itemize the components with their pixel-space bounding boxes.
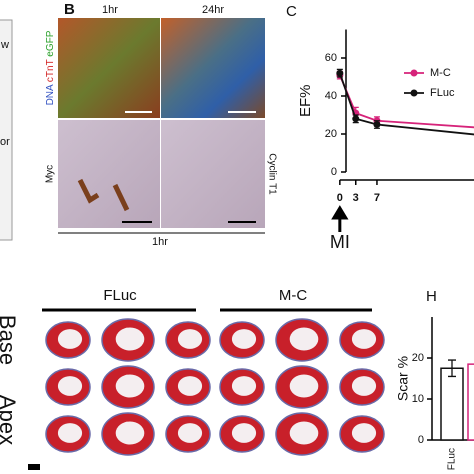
lumen [289, 421, 319, 445]
legend-label: FLuc [430, 87, 455, 99]
y-tick-label: 0 [418, 434, 424, 446]
series-line [338, 72, 474, 136]
x-tick-label: 3 [353, 192, 359, 204]
y-tick-label: 60 [325, 52, 337, 64]
x-tick-label: FLuc [447, 448, 458, 470]
stain-label: Myc [45, 165, 56, 183]
y-tick-label: 10 [412, 393, 424, 405]
stain-label: DNA cTnT eGFP [45, 30, 56, 105]
panel-label: H [426, 288, 437, 305]
lumen [115, 374, 145, 398]
x-tick-label: 7 [374, 192, 380, 204]
lumen [177, 329, 203, 349]
stain: DNA [45, 84, 56, 105]
caption: 1hr [152, 236, 168, 248]
lumen [57, 329, 83, 349]
group-label: M-C [279, 287, 307, 304]
bar [467, 363, 474, 441]
lumen [115, 421, 145, 445]
error-bar [448, 359, 456, 378]
arrow [331, 205, 349, 232]
lumen [57, 423, 83, 443]
y-tick-label: 20 [412, 352, 424, 364]
y-tick-label: 20 [325, 128, 337, 140]
panel-label: C [286, 3, 297, 20]
x-tick-label: 0 [337, 192, 343, 204]
stain-spot [77, 178, 130, 212]
lumen [231, 376, 257, 396]
micrograph [161, 120, 265, 228]
fragment: or [0, 136, 10, 148]
y-tick-label: 40 [325, 90, 337, 102]
lumen [57, 376, 83, 396]
lumen [177, 423, 203, 443]
lumen [231, 423, 257, 443]
lumen [231, 329, 257, 349]
panel-a-box [0, 19, 13, 241]
bar [440, 367, 464, 441]
y-tick-label: 0 [331, 166, 337, 178]
stain-label: Cyclin T1 [266, 153, 277, 195]
legend-label: M-C [430, 67, 451, 79]
y-axis-label: EF% [297, 84, 314, 117]
micrograph [161, 18, 265, 118]
fragment: w [0, 39, 9, 51]
lumen [177, 376, 203, 396]
micrograph [58, 120, 160, 228]
column-label: 24hr [202, 4, 224, 16]
lumen [351, 329, 377, 349]
micrograph [58, 18, 160, 118]
stain: eGFP [45, 30, 56, 56]
lumen [115, 327, 145, 351]
stain: cTnT [45, 59, 56, 82]
heart-sections [45, 318, 385, 456]
point [373, 121, 381, 128]
column-label: 1hr [102, 4, 118, 16]
lumen [351, 376, 377, 396]
group-label: FLuc [103, 287, 137, 304]
lumen [351, 423, 377, 443]
axis-label: Base [0, 315, 20, 365]
annotation: MI [330, 232, 350, 252]
point [352, 115, 360, 123]
panel-label: B [64, 1, 75, 18]
legend-marker [410, 69, 418, 77]
axis-label: Apex [0, 395, 20, 445]
y-axis-label: Scar % [395, 356, 411, 401]
lumen [289, 374, 319, 398]
legend-marker [410, 89, 418, 97]
point [336, 69, 344, 77]
lumen [289, 327, 319, 351]
scale-bar [28, 464, 40, 470]
